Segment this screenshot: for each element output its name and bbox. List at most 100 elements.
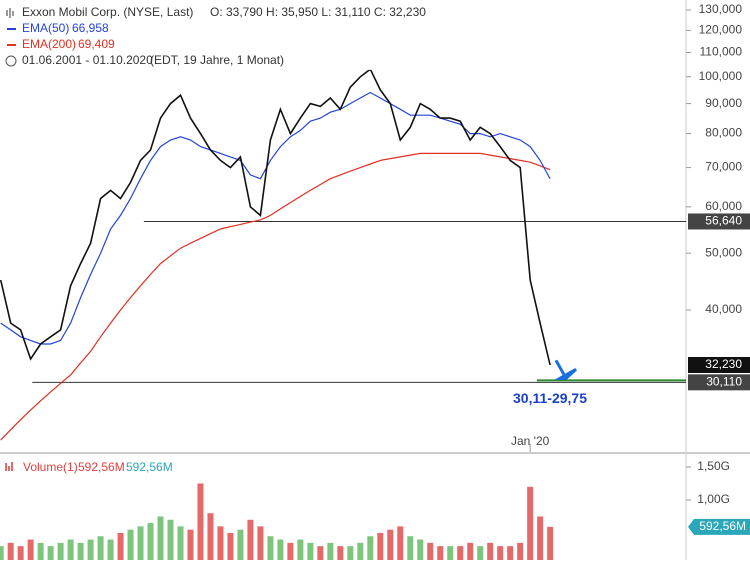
volume-bar — [317, 546, 324, 560]
y-tick-label: 80,000 — [705, 126, 742, 140]
volume-bar — [107, 539, 114, 560]
volume-bar — [517, 542, 524, 560]
volume-bar — [337, 546, 344, 560]
volume-icon — [5, 462, 13, 471]
volume-bar — [267, 536, 274, 560]
range: 01.06.2001 - 01.10.2020 — [22, 53, 153, 67]
level-label: 30,110 — [706, 374, 742, 388]
volume-bar — [167, 519, 174, 560]
volume-bar — [0, 546, 4, 560]
volume-bar — [367, 536, 374, 560]
volume-bar — [537, 516, 544, 560]
y-tick-label: 120,000 — [699, 23, 743, 37]
y-tick-label: 100,000 — [699, 69, 743, 83]
series-line — [0, 91, 551, 345]
level-label-bg — [688, 213, 750, 230]
volume-bar — [387, 529, 394, 560]
last-label: 32,230 — [705, 357, 742, 371]
legend-value: 69,409 — [78, 37, 115, 51]
candle-icon — [6, 8, 14, 18]
volume-bar — [247, 519, 254, 560]
volume-last-bg — [688, 518, 750, 535]
volume-bar — [257, 526, 264, 560]
volume-bar — [307, 542, 314, 560]
arrow — [554, 359, 578, 380]
volume-bar — [507, 546, 514, 560]
clock-icon — [5, 55, 17, 67]
volume-bar — [377, 532, 384, 560]
y-tick-label: 40,000 — [705, 302, 742, 316]
volume-bar — [127, 529, 134, 560]
series-line — [0, 152, 551, 441]
volume-bar — [407, 536, 414, 560]
volume-bar — [547, 526, 554, 560]
y-tick-label: 60,000 — [705, 199, 742, 213]
volume-last-label: 592,56M — [699, 519, 746, 533]
volume-bar — [67, 539, 74, 560]
volume-bar — [147, 523, 154, 560]
volume-bar — [227, 532, 234, 560]
volume-bar — [57, 542, 64, 560]
volume-bar — [187, 529, 194, 560]
volume-bar — [17, 546, 24, 560]
volume-bar — [437, 546, 444, 560]
y-tick-label: 50,000 — [705, 245, 742, 259]
volume-bar — [297, 539, 304, 560]
volume-bar — [287, 542, 294, 560]
volume-bar — [37, 542, 44, 560]
legend-name: EMA(200) — [22, 37, 76, 51]
volume-bar — [527, 486, 534, 560]
legend-bg — [0, 2, 400, 70]
volume-bar — [47, 546, 54, 560]
volume-bar — [77, 542, 84, 560]
y-tick-label: 1,50G — [697, 459, 730, 473]
volume-value: 592,56M — [78, 460, 125, 474]
volume-bar — [207, 513, 214, 560]
legend-name: EMA(50) — [22, 21, 69, 35]
volume-bar — [277, 539, 284, 560]
volume-bar — [347, 546, 354, 560]
volume-bar — [467, 542, 474, 560]
volume-bar — [197, 483, 204, 560]
volume-bar — [417, 539, 424, 560]
volume-bar — [457, 546, 464, 560]
series-line — [0, 67, 551, 366]
volume-bar — [117, 532, 124, 560]
support-label: 30,11-29,75 — [513, 390, 587, 406]
volume-bar — [137, 526, 144, 560]
volume-value: 592,56M — [126, 460, 173, 474]
volume-bar — [177, 526, 184, 560]
level-label: 56,640 — [705, 214, 742, 228]
legend-value: 66,958 — [72, 21, 109, 35]
volume-bar — [157, 516, 164, 560]
y-tick-label: 1,00G — [697, 492, 730, 506]
x-tick-label: Jan '20 — [511, 434, 550, 448]
level-label-bg — [688, 374, 750, 391]
volume-bar — [7, 542, 14, 560]
volume-bar — [447, 546, 454, 560]
volume-bar — [397, 526, 404, 560]
legend-name: Exxon Mobil Corp. (NYSE, Last) — [22, 5, 193, 19]
legend-ohlc: O: 33,790 H: 35,950 L: 31,110 C: 32,230 — [210, 5, 426, 19]
y-tick-label: 110,000 — [700, 45, 743, 59]
volume-title: Volume(1) — [23, 460, 78, 474]
y-tick-label: 70,000 — [705, 160, 742, 174]
volume-bar — [87, 539, 94, 560]
last-label-bg — [688, 357, 750, 374]
volume-bar — [427, 542, 434, 560]
volume-bar — [477, 546, 484, 560]
range-detail: (EDT, 19 Jahre, 1 Monat) — [150, 53, 284, 67]
volume-bar — [487, 542, 494, 560]
volume-bar — [497, 546, 504, 560]
volume-bar — [327, 542, 334, 560]
volume-bar — [97, 536, 104, 560]
volume-bar — [237, 529, 244, 560]
volume-bar — [357, 542, 364, 560]
volume-bar — [27, 539, 34, 560]
y-tick-label: 130,000 — [699, 2, 743, 16]
volume-bar — [217, 526, 224, 560]
y-tick-label: 90,000 — [705, 96, 742, 110]
